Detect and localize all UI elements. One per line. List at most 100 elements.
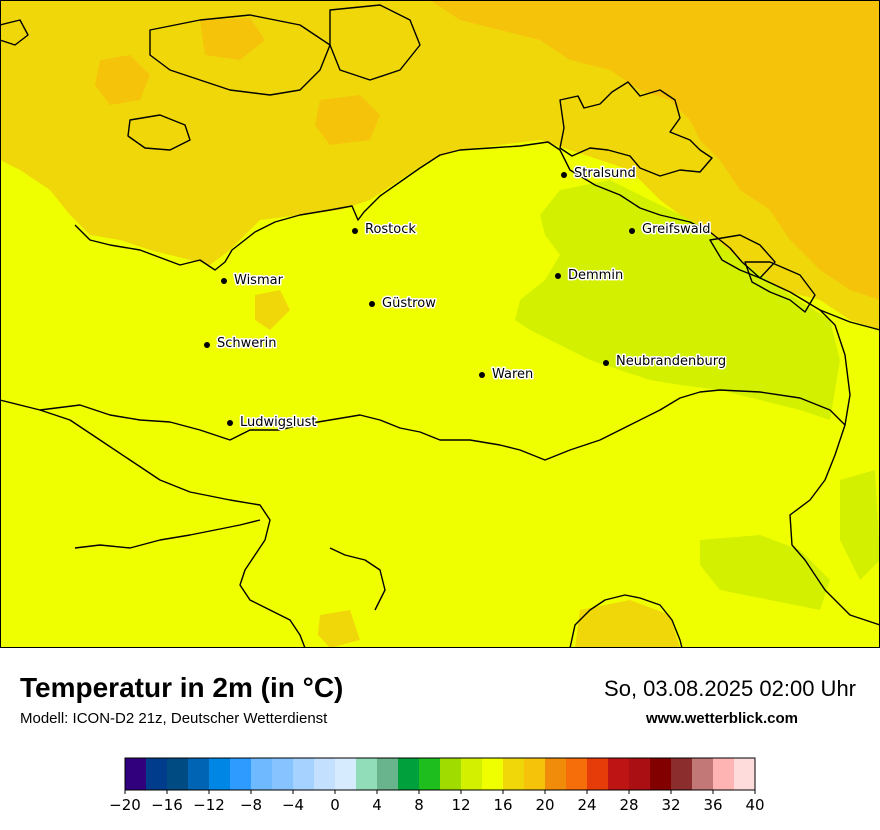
- legend-tick-label: −4: [282, 796, 304, 814]
- city-dot: [369, 301, 375, 307]
- forecast-datetime: So, 03.08.2025 02:00 Uhr: [604, 676, 856, 701]
- city-label: Rostock: [365, 222, 416, 237]
- city-label: Wismar: [234, 273, 284, 288]
- city-dot: [629, 228, 635, 234]
- city-greifswald: Greifswald: [629, 221, 712, 239]
- legend-swatch: [629, 758, 651, 790]
- legend-swatch: [251, 758, 273, 790]
- legend-canvas: −20 −16 −12 −8 −4 0 4 8 12 16 20 24 28 32 36 40: [110, 757, 765, 814]
- legend-tick-label: 24: [577, 796, 596, 814]
- legend-swatch: [524, 758, 546, 790]
- legend-swatch: [356, 758, 378, 790]
- legend-swatch: [608, 758, 630, 790]
- legend-swatch: [503, 758, 525, 790]
- legend-swatch: [650, 758, 672, 790]
- website-link: www.wetterblick.com: [646, 710, 798, 727]
- city-dot: [555, 273, 561, 279]
- legend-color-boxes: [124, 757, 756, 791]
- legend-tick-label: −16: [151, 796, 183, 814]
- legend-tick-label: 40: [745, 796, 764, 814]
- legend-swatch: [587, 758, 609, 790]
- coastline-fehmarn: [127, 114, 191, 151]
- temperature-map: Stralsund Rostock Greifswald Wismar Demm…: [0, 0, 880, 648]
- city-markers: Stralsund Rostock Greifswald Wismar Demm…: [204, 165, 728, 432]
- city-rostock: Rostock: [352, 221, 418, 239]
- legend-tick-label: 8: [414, 796, 424, 814]
- legend-swatch: [335, 758, 357, 790]
- legend-swatch: [272, 758, 294, 790]
- legend-swatch: [734, 758, 756, 790]
- city-dot: [561, 172, 567, 178]
- warm-land-patch: [318, 610, 360, 648]
- legend-swatch: [209, 758, 231, 790]
- legend-swatch: [671, 758, 693, 790]
- city-dot: [479, 372, 485, 378]
- city-wismar: Wismar: [221, 272, 285, 290]
- legend-tick-label: 32: [661, 796, 680, 814]
- coastline-falster: [329, 4, 421, 81]
- city-label: Stralsund: [574, 166, 636, 181]
- legend-swatch: [692, 758, 714, 790]
- legend-swatch: [419, 758, 441, 790]
- city-dot: [204, 342, 210, 348]
- city-schwerin: Schwerin: [204, 335, 278, 353]
- city-guestrow: Güstrow: [369, 295, 438, 313]
- city-label: Güstrow: [382, 296, 436, 311]
- legend-swatch: [713, 758, 735, 790]
- warm-sea-patch: [200, 18, 265, 60]
- city-label: Waren: [492, 367, 533, 382]
- legend-frame: [124, 757, 756, 791]
- legend-swatch: [398, 758, 420, 790]
- border-south: [39, 409, 306, 648]
- legend-tick-label: 4: [372, 796, 382, 814]
- legend-swatch: [230, 758, 252, 790]
- coastline-usedom: [744, 261, 816, 313]
- city-waren: Waren: [479, 366, 535, 384]
- legend-swatch: [566, 758, 588, 790]
- cool-land-patch: [840, 470, 880, 580]
- legend-tick-label: 12: [451, 796, 470, 814]
- legend-swatch: [314, 758, 336, 790]
- warm-sea-area: [430, 0, 880, 300]
- warm-sea-patch: [315, 95, 380, 145]
- map-title: Temperatur in 2m (in °C): [20, 672, 344, 703]
- border-state: [0, 389, 846, 461]
- cool-land-patch: [700, 535, 830, 610]
- legend-tick-label: 16: [493, 796, 512, 814]
- city-stralsund: Stralsund: [561, 165, 637, 183]
- city-label: Neubrandenburg: [616, 354, 726, 369]
- legend-swatch: [482, 758, 504, 790]
- legend-tick-label: −20: [110, 796, 141, 814]
- legend-tick-label: 20: [535, 796, 554, 814]
- border-poland: [789, 309, 880, 626]
- legend-swatch: [146, 758, 168, 790]
- city-label: Greifswald: [642, 222, 711, 237]
- model-info: Modell: ICON-D2 21z, Deutscher Wetterdie…: [20, 710, 328, 727]
- border-south-east: [569, 594, 683, 648]
- city-dot: [227, 420, 233, 426]
- coastline-main: [74, 141, 880, 331]
- cool-land-area: [515, 180, 840, 420]
- legend-tick-label: 0: [330, 796, 340, 814]
- legend-tick-label: 28: [619, 796, 638, 814]
- city-dot: [221, 278, 227, 284]
- city-label: Schwerin: [217, 336, 276, 351]
- city-dot: [352, 228, 358, 234]
- border-south-mid: [329, 547, 386, 611]
- legend-swatch: [125, 758, 147, 790]
- border-southwest: [74, 519, 261, 549]
- map-canvas: Stralsund Rostock Greifswald Wismar Demm…: [0, 0, 880, 648]
- legend-swatch: [440, 758, 462, 790]
- warm-sea-patch: [95, 55, 150, 105]
- legend-swatch: [461, 758, 483, 790]
- legend-swatch: [293, 758, 315, 790]
- legend-swatch: [377, 758, 399, 790]
- city-demmin: Demmin: [555, 267, 625, 285]
- city-label: Ludwigslust: [240, 415, 317, 430]
- coastlines: [0, 4, 880, 648]
- warm-land-patch: [575, 600, 680, 648]
- city-dot: [603, 360, 609, 366]
- city-label: Demmin: [568, 268, 623, 283]
- legend-tick-label: −12: [193, 796, 225, 814]
- coastline-rugen: [559, 81, 713, 177]
